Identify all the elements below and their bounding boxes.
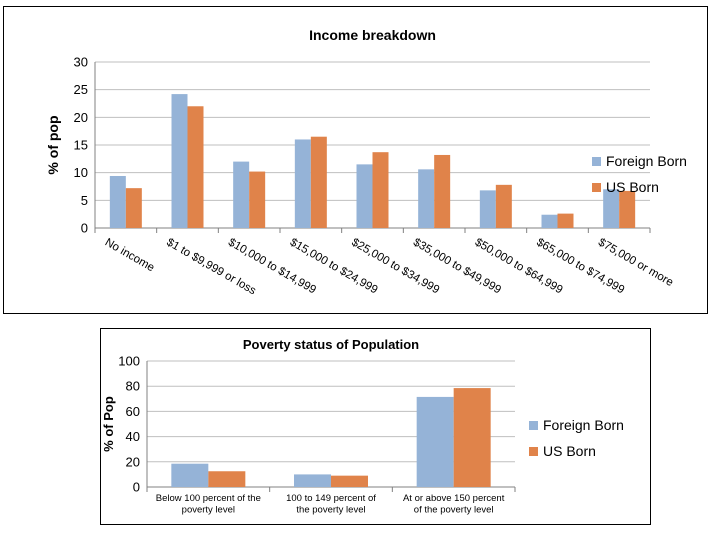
poverty-y-tick-label: 0 xyxy=(133,480,140,495)
income-bar-us-born xyxy=(249,171,266,228)
income-legend-swatch-foreign-born xyxy=(592,157,601,166)
income-bar-us-born xyxy=(619,190,636,228)
income-y-tick-label: 0 xyxy=(81,221,88,236)
poverty-bar-us-born xyxy=(453,388,491,487)
poverty-y-axis-label: % of Pop xyxy=(101,396,116,452)
income-bar-us-born xyxy=(557,213,574,228)
income-bar-foreign-born xyxy=(356,164,373,228)
income-bar-foreign-born xyxy=(479,190,496,228)
poverty-y-tick-label: 60 xyxy=(126,404,140,419)
income-bar-foreign-born xyxy=(603,189,620,228)
poverty-legend-label-foreign-born: Foreign Born xyxy=(543,417,624,433)
poverty-bar-us-born xyxy=(208,471,246,487)
income-bar-foreign-born xyxy=(294,139,311,228)
poverty-chart-title: Poverty status of Population xyxy=(243,337,419,352)
income-bar-us-born xyxy=(372,152,389,228)
income-y-tick-label: 15 xyxy=(74,138,88,153)
poverty-category-label: poverty level xyxy=(182,505,235,516)
income-bar-foreign-born xyxy=(233,161,250,228)
poverty-category-label: of the poverty level xyxy=(414,505,494,516)
income-y-axis-label: % of pop xyxy=(45,115,61,174)
income-y-tick-label: 25 xyxy=(74,82,88,97)
poverty-category-label: At or above 150 percent xyxy=(403,493,505,504)
income-y-tick-label: 20 xyxy=(74,110,88,125)
income-bar-us-born xyxy=(310,136,327,228)
poverty-category-label: 100 to 149 percent of xyxy=(286,493,376,504)
poverty-bar-foreign-born xyxy=(294,474,331,487)
income-y-tick-label: 10 xyxy=(74,165,88,180)
poverty-category-label: Below 100 percent of the xyxy=(156,493,261,504)
poverty-y-tick-label: 100 xyxy=(118,354,140,369)
poverty-legend-label-us-born: US Born xyxy=(543,443,596,459)
income-chart-title: Income breakdown xyxy=(309,27,436,43)
poverty-bar-us-born xyxy=(331,475,368,487)
poverty-legend-swatch-us-born xyxy=(529,447,538,456)
poverty-category-label: the poverty level xyxy=(296,505,365,516)
income-chart-frame xyxy=(3,6,708,314)
poverty-y-tick-label: 40 xyxy=(126,429,140,444)
income-bar-foreign-born xyxy=(541,214,558,228)
poverty-legend-swatch-foreign-born xyxy=(529,421,538,430)
income-bar-us-born xyxy=(434,154,451,228)
income-legend-swatch-us-born xyxy=(592,183,601,192)
income-bar-foreign-born xyxy=(109,175,126,228)
income-y-tick-label: 30 xyxy=(74,55,88,70)
poverty-bar-foreign-born xyxy=(171,463,209,487)
income-bar-us-born xyxy=(125,188,142,228)
income-legend-label-us-born: US Born xyxy=(606,179,659,195)
poverty-y-tick-label: 20 xyxy=(126,454,140,469)
income-bar-foreign-born xyxy=(418,169,435,228)
income-legend-label-foreign-born: Foreign Born xyxy=(606,153,687,169)
poverty-bar-foreign-born xyxy=(416,396,454,487)
income-bar-foreign-born xyxy=(171,94,188,229)
poverty-y-tick-label: 80 xyxy=(126,379,140,394)
income-y-tick-label: 5 xyxy=(81,193,88,208)
income-bar-us-born xyxy=(495,184,512,228)
income-bar-us-born xyxy=(187,106,204,228)
income-category-label: No income xyxy=(103,236,157,274)
